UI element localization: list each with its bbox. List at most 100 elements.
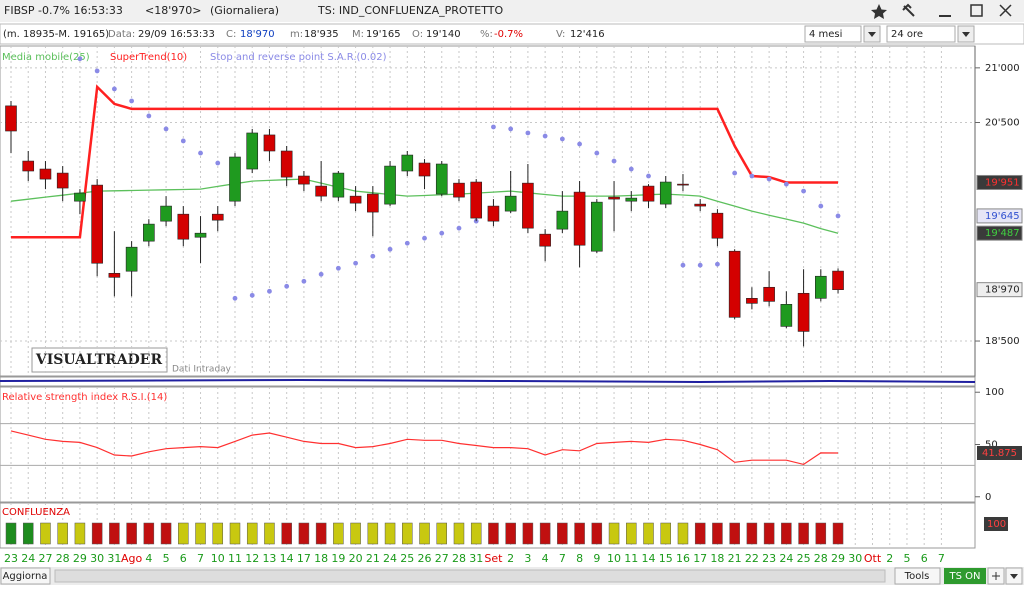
candle-body (746, 298, 758, 304)
sar-dot (439, 230, 445, 236)
candle-body (143, 223, 155, 242)
interval-select[interactable] (886, 25, 956, 43)
tools-menu[interactable] (894, 567, 941, 585)
value-tag-label: 41.875 (982, 448, 1017, 459)
price-tag (976, 225, 1023, 241)
sar-dot (783, 181, 789, 187)
sar-dot (267, 288, 272, 294)
signal-box (626, 522, 637, 545)
signal-box (350, 522, 361, 545)
price-tag-label: 18'970 (985, 285, 1020, 296)
close-button[interactable] (999, 4, 1012, 17)
y-tick-label: 21'000 (985, 63, 1020, 74)
x-tick-label: 27 (38, 552, 52, 565)
x-tick-label: 2 (886, 552, 893, 565)
candle-body (711, 212, 724, 239)
candle-body (728, 250, 741, 318)
sar-dot (335, 265, 341, 271)
x-tick-label: 23 (4, 552, 18, 565)
sar-dot (318, 271, 324, 277)
sar-dot (301, 278, 307, 284)
candle-body (177, 213, 190, 240)
sar-dot (215, 160, 221, 166)
candle-body (694, 203, 707, 207)
signal-box (367, 522, 379, 545)
candle-body (556, 210, 569, 230)
candle-body (539, 233, 551, 247)
x-tick-label: 18 (710, 552, 724, 565)
x-tick-label: 24 (21, 552, 35, 565)
signal-box (212, 522, 224, 545)
scrollbar[interactable] (54, 569, 886, 583)
favorite-button[interactable] (871, 4, 887, 19)
refresh: Aggiorna (3, 571, 48, 582)
candle-body (246, 132, 259, 170)
x-tick-label: 25 (400, 552, 414, 565)
sar-dot (732, 170, 738, 176)
x-tick-label: 31 (107, 552, 121, 565)
candle-body (435, 163, 448, 195)
sar-dot (284, 283, 290, 289)
x-tick-label: 10 (607, 552, 621, 565)
info-value: 19'165 (366, 29, 401, 40)
price-panel (0, 45, 976, 377)
x-tick-label: 7 (559, 552, 566, 565)
x-tick-label: 3 (524, 552, 531, 565)
x-tick-label: 23 (762, 552, 776, 565)
title-bar (0, 0, 1024, 22)
sar-dot (525, 130, 531, 136)
sar-dot (456, 225, 462, 231)
signal-box (677, 522, 689, 545)
candle-body (74, 192, 86, 202)
tools-button[interactable] (902, 3, 915, 17)
signal-box (160, 522, 172, 545)
signal-box (126, 522, 137, 545)
logo: VISUALTRADER (35, 352, 163, 368)
maximize-button[interactable] (970, 4, 983, 17)
sar-dot (749, 173, 755, 179)
rsi-line (10, 430, 839, 466)
signal-box (591, 522, 603, 545)
signal-box (608, 522, 620, 545)
legend-entry: SuperTrend(10) (110, 52, 187, 63)
signal-box (5, 522, 17, 545)
x-tick-label: 13 (262, 552, 276, 565)
refresh-button[interactable] (0, 567, 51, 585)
sar-dot (611, 158, 617, 164)
signal-box (539, 522, 551, 545)
info-label: O: (412, 29, 423, 40)
candle-body (229, 156, 241, 202)
ts-button[interactable] (944, 568, 986, 584)
panel-title: CONFLUENZA (2, 507, 70, 518)
sar-dot (835, 213, 841, 219)
candle-body (418, 162, 431, 177)
candle-body (608, 196, 620, 200)
rsi-panel (0, 386, 976, 503)
signal-box (109, 522, 120, 545)
x-tick-label: 4 (145, 552, 152, 565)
x-tick-label: Ott (864, 552, 882, 565)
sar-dot (628, 166, 634, 172)
sar-dot (111, 86, 117, 92)
info-label: C: (226, 29, 236, 40)
sar-dot (508, 126, 514, 132)
signal-box (643, 522, 654, 545)
signal-box (333, 522, 344, 545)
sar-dot (94, 68, 100, 74)
candle-body (487, 205, 500, 222)
info-label: M: (352, 29, 364, 40)
span-select[interactable] (804, 25, 862, 43)
candle-body (367, 193, 379, 213)
candle-body (642, 185, 655, 202)
x-tick-label: 30 (90, 552, 104, 565)
x-tick-label: 29 (831, 552, 845, 565)
x-tick-label: 31 (469, 552, 483, 565)
x-tick-label: 14 (642, 552, 656, 565)
sar-dot (473, 218, 479, 224)
candle-body (780, 304, 793, 327)
legend-entry: Stop and reverse point S.A.R.(0.02) (210, 52, 387, 63)
x-tick-label: 30 (848, 552, 862, 565)
sar-dot (404, 240, 410, 246)
signal-box (195, 522, 206, 545)
